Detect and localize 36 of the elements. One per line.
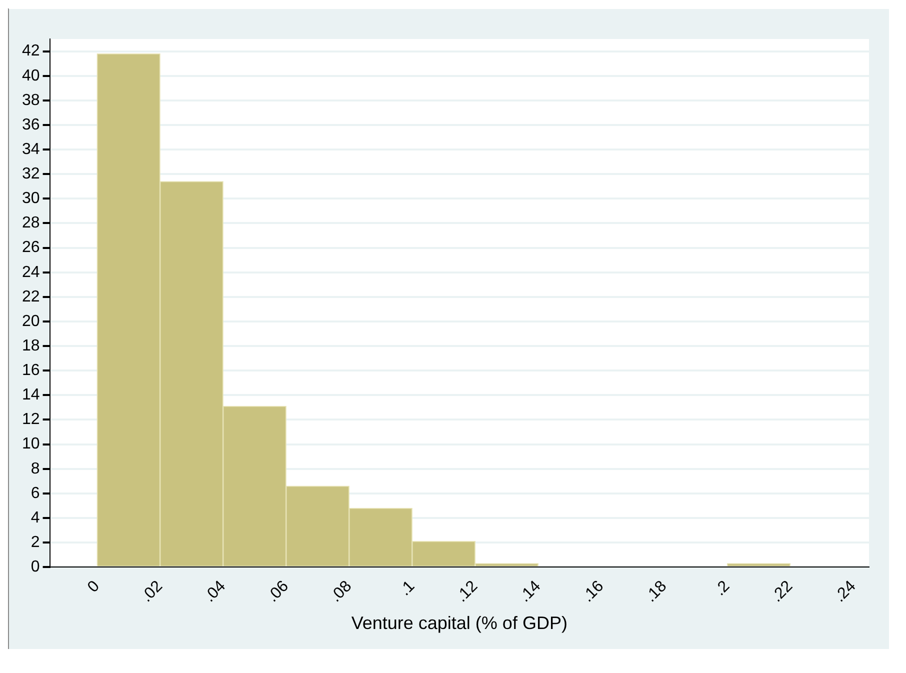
x-tick-label: .18 (642, 578, 670, 606)
y-tick-label: 12 (22, 411, 40, 428)
x-tick-label: .24 (831, 578, 860, 606)
y-tick-label: 34 (22, 140, 40, 158)
x-tick-label: .1 (396, 578, 418, 600)
y-tick-label: 26 (22, 239, 40, 256)
x-tick-label: .14 (516, 578, 544, 606)
x-tick-label: .22 (768, 578, 796, 606)
y-tick-label: 40 (22, 67, 40, 84)
x-tick-label: .2 (712, 578, 734, 600)
y-tick-label: 36 (22, 116, 40, 134)
y-tick-label: 14 (22, 386, 40, 404)
y-tick-label: 38 (22, 92, 40, 109)
x-tick-label: .12 (453, 578, 482, 606)
y-tick-label: 8 (30, 460, 40, 478)
y-tick-label: 10 (22, 436, 40, 453)
y-tick-label: 16 (22, 362, 40, 379)
y-tick-label: 18 (22, 337, 40, 354)
y-tick-label: 28 (22, 214, 40, 232)
x-axis-title: Venture capital (% of GDP) (351, 613, 568, 634)
x-tick-label: 0 (84, 578, 104, 596)
y-tick-label: 6 (30, 484, 40, 502)
x-tick-label: .06 (264, 578, 292, 606)
y-tick-label: 4 (30, 509, 40, 526)
y-tick-label: 32 (22, 166, 40, 182)
y-tick-label: 0 (30, 558, 40, 576)
x-tick-label: .02 (138, 578, 166, 606)
x-tick-label: .16 (579, 578, 608, 606)
x-tick-label: .08 (327, 578, 356, 606)
y-tick-label: 2 (30, 534, 40, 551)
y-tick-label: 20 (22, 312, 40, 330)
y-tick-label: 42 (22, 42, 40, 60)
x-tick-label: .04 (201, 578, 230, 606)
y-tick-label: 22 (22, 288, 40, 306)
y-tick-label: 24 (22, 264, 40, 281)
y-tick-label: 30 (22, 190, 40, 208)
